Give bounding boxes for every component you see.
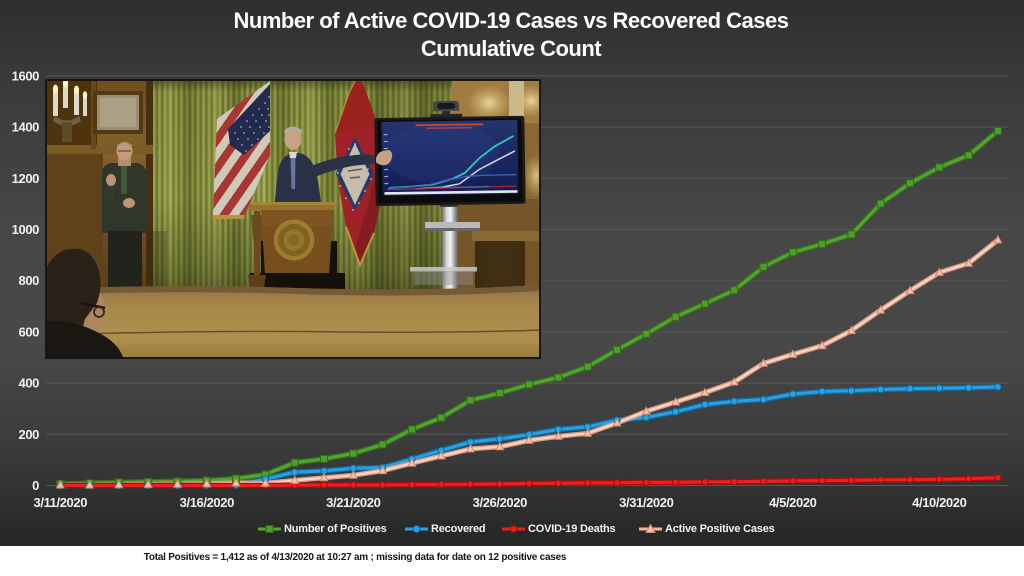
svg-text:600: 600: [19, 324, 40, 339]
svg-text:1000: 1000: [12, 222, 39, 237]
svg-text:4/10/2020: 4/10/2020: [912, 495, 966, 510]
svg-text:1400: 1400: [12, 120, 39, 135]
svg-text:0: 0: [32, 478, 39, 493]
svg-text:3/11/2020: 3/11/2020: [34, 495, 88, 510]
svg-text:400: 400: [19, 376, 40, 391]
svg-text:200: 200: [19, 427, 40, 442]
svg-text:4/5/2020: 4/5/2020: [769, 495, 817, 510]
svg-text:3/21/2020: 3/21/2020: [326, 495, 380, 510]
svg-text:3/16/2020: 3/16/2020: [180, 495, 234, 510]
svg-text:3/31/2020: 3/31/2020: [619, 495, 673, 510]
svg-text:3/26/2020: 3/26/2020: [473, 495, 527, 510]
svg-text:800: 800: [19, 273, 40, 288]
svg-text:1600: 1600: [12, 68, 39, 83]
svg-text:1200: 1200: [12, 171, 39, 186]
